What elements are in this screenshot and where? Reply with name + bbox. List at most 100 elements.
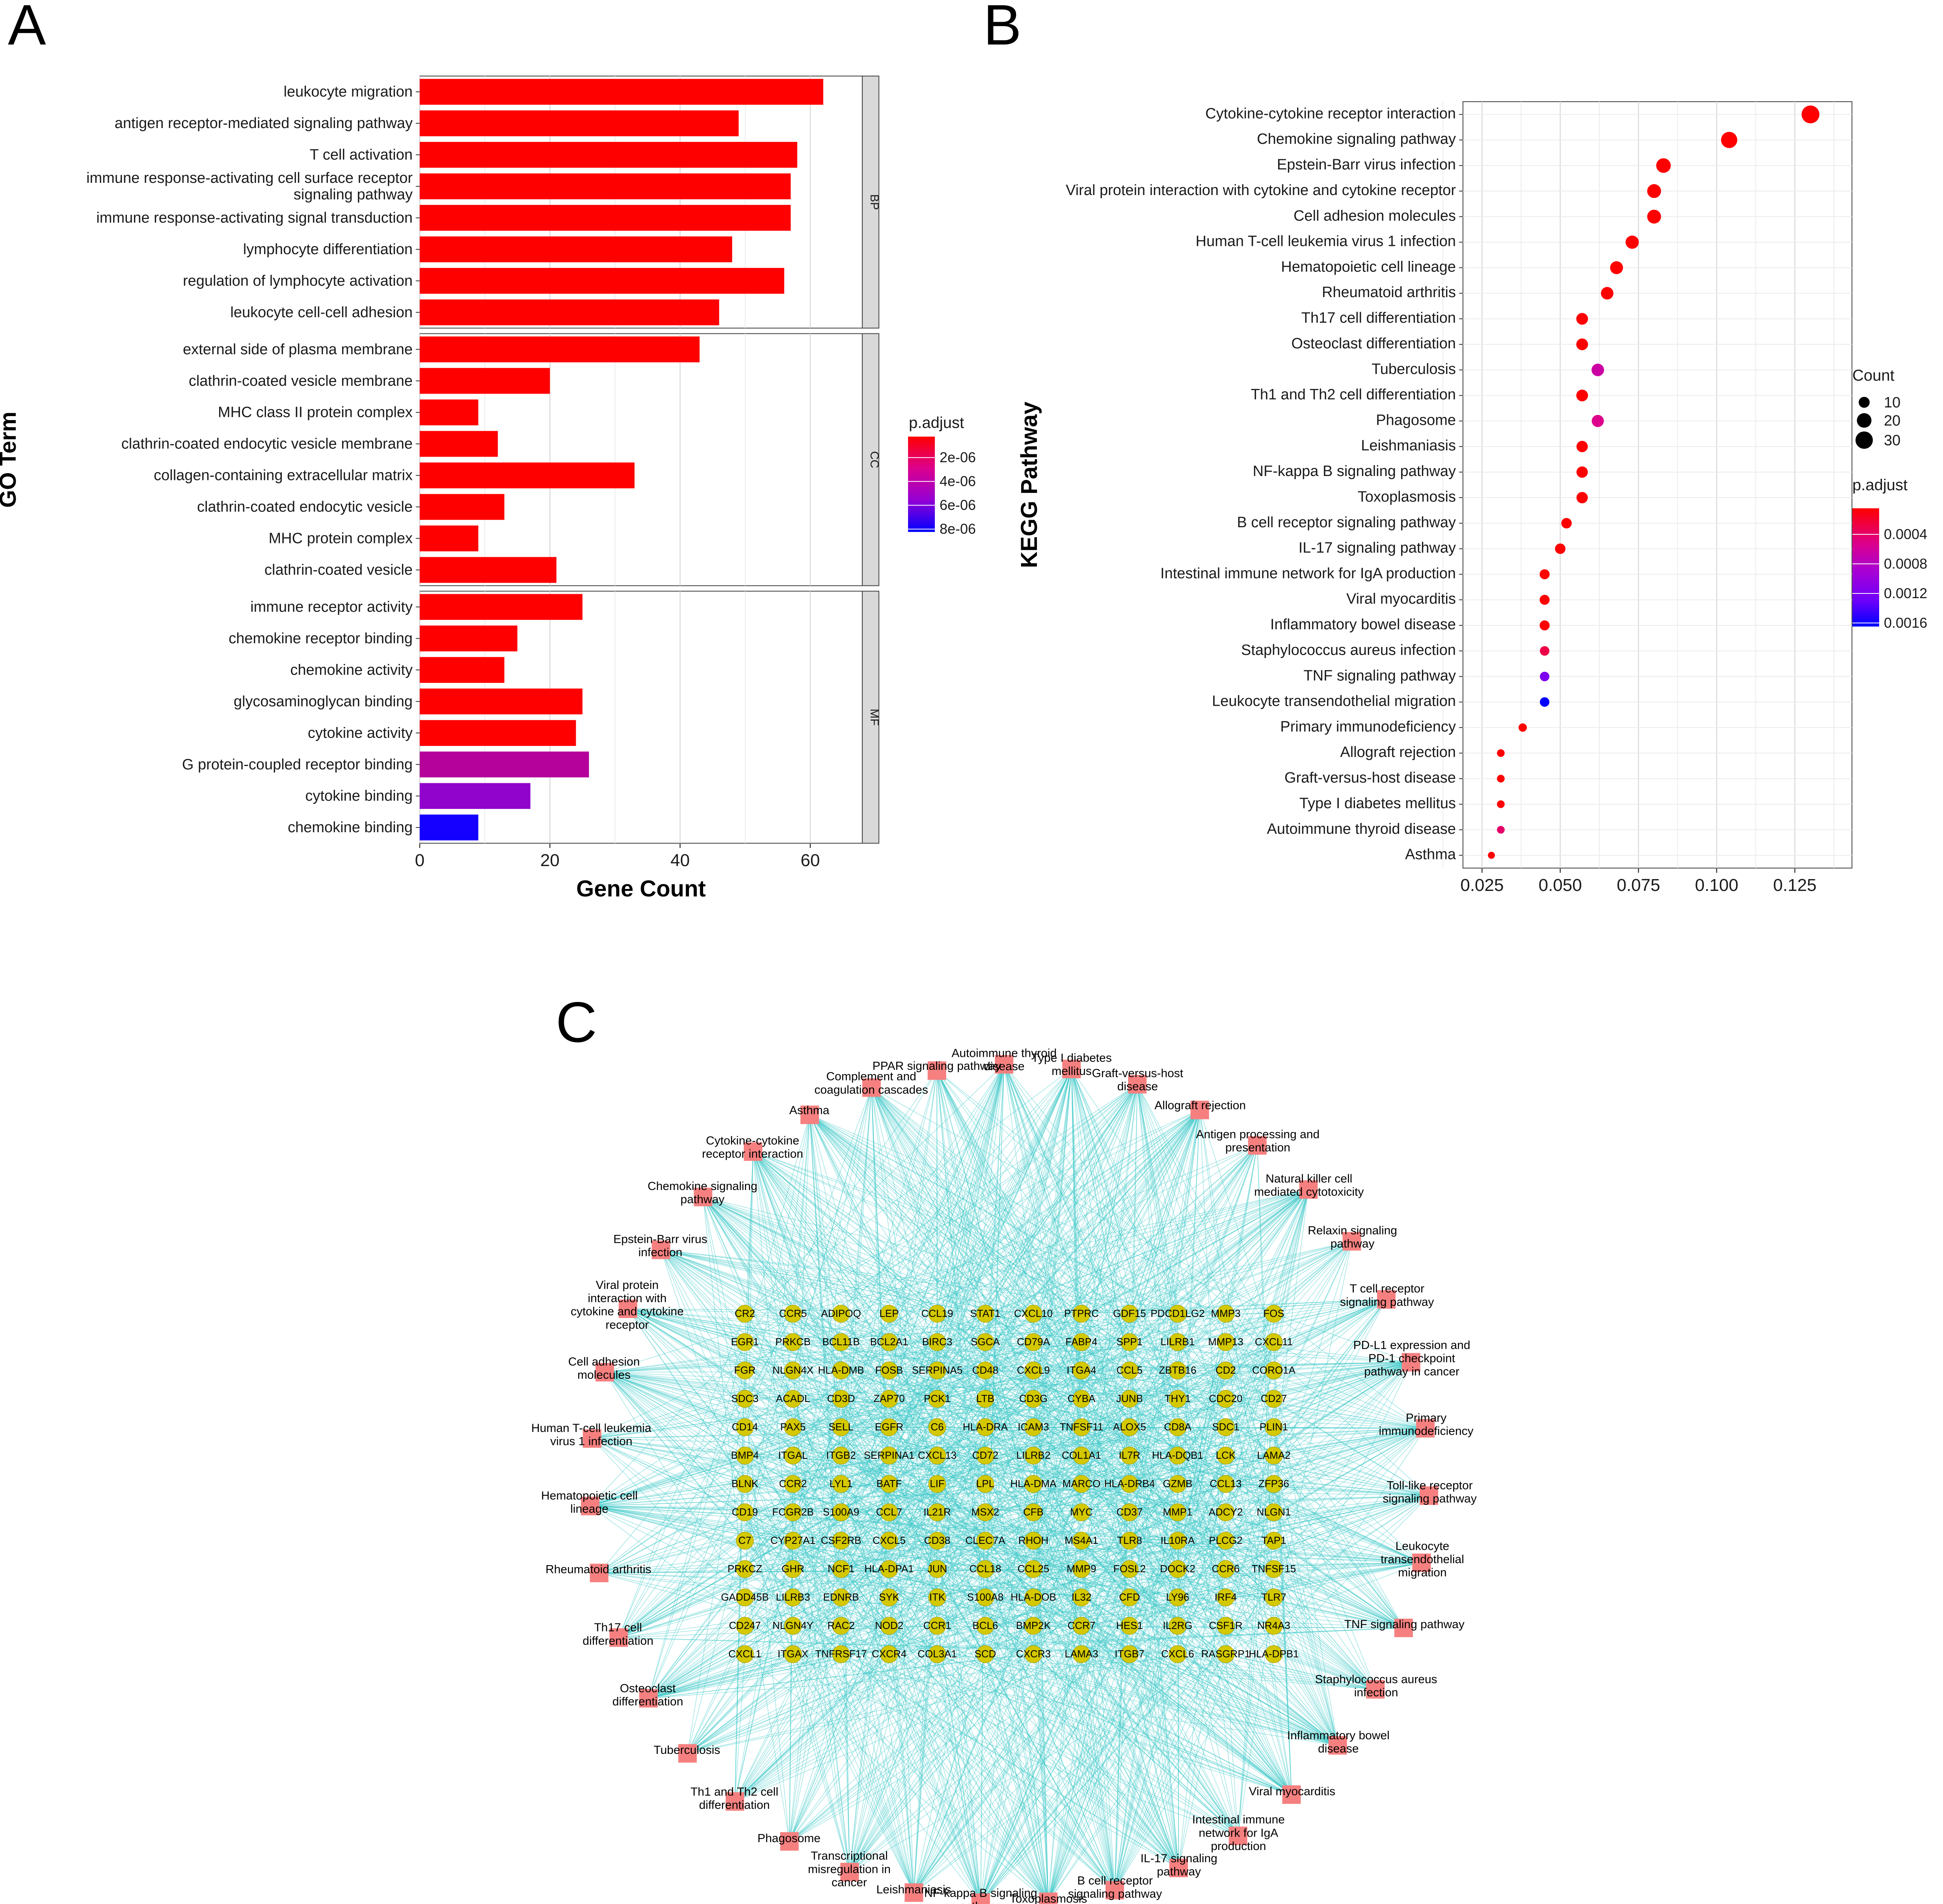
svg-text:BMP4: BMP4: [731, 1449, 759, 1461]
svg-text:ZBTB16: ZBTB16: [1159, 1364, 1196, 1376]
svg-text:SELL: SELL: [828, 1421, 854, 1433]
svg-text:HLA-DPA1: HLA-DPA1: [864, 1563, 914, 1575]
svg-text:cytokine activity: cytokine activity: [308, 725, 413, 741]
svg-text:SYK: SYK: [879, 1591, 900, 1603]
svg-text:CCL13: CCL13: [1210, 1478, 1242, 1489]
svg-text:CXCR3: CXCR3: [1016, 1648, 1051, 1660]
svg-text:p.adjust: p.adjust: [1852, 476, 1908, 494]
svg-text:LTB: LTB: [976, 1393, 994, 1404]
svg-text:SERPINA1: SERPINA1: [864, 1449, 915, 1461]
svg-text:Cytokine-cytokine: Cytokine-cytokine: [706, 1134, 799, 1147]
svg-text:IL-17 signaling: IL-17 signaling: [1141, 1852, 1217, 1865]
svg-text:clathrin-coated endocytic vesi: clathrin-coated endocytic vesicle: [197, 499, 413, 515]
svg-text:CCR7: CCR7: [1068, 1620, 1096, 1631]
svg-text:0.0016: 0.0016: [1884, 615, 1927, 631]
svg-text:Osteoclast: Osteoclast: [620, 1682, 676, 1695]
svg-text:molecules: molecules: [577, 1368, 631, 1382]
svg-text:Inflammatory bowel: Inflammatory bowel: [1287, 1729, 1390, 1742]
svg-text:immune receptor activity: immune receptor activity: [250, 599, 413, 615]
svg-text:TNFSF15: TNFSF15: [1252, 1563, 1296, 1575]
svg-text:CYBA: CYBA: [1068, 1393, 1096, 1404]
svg-text:KEGG Pathway: KEGG Pathway: [1016, 402, 1042, 568]
svg-text:coagulation cascades: coagulation cascades: [814, 1083, 928, 1096]
svg-text:Type I diabetes: Type I diabetes: [1031, 1051, 1111, 1064]
svg-text:disease: disease: [1318, 1742, 1359, 1755]
svg-text:pathway: pathway: [681, 1193, 725, 1206]
svg-text:SERPINA5: SERPINA5: [912, 1364, 963, 1376]
svg-text:Toll-like receptor: Toll-like receptor: [1387, 1479, 1472, 1492]
svg-text:NLGN4Y: NLGN4Y: [772, 1620, 813, 1631]
svg-text:MF: MF: [868, 709, 881, 726]
svg-text:RASGRP1: RASGRP1: [1201, 1648, 1250, 1660]
svg-text:chemokine activity: chemokine activity: [290, 662, 413, 678]
svg-text:Autoimmune thyroid disease: Autoimmune thyroid disease: [1267, 821, 1456, 837]
svg-text:FOSB: FOSB: [875, 1364, 903, 1376]
svg-text:LAMA2: LAMA2: [1257, 1449, 1290, 1461]
svg-text:Osteoclast differentiation: Osteoclast differentiation: [1291, 335, 1456, 352]
svg-text:GADD45B: GADD45B: [721, 1591, 769, 1603]
svg-text:LAMA3: LAMA3: [1065, 1648, 1098, 1660]
svg-text:BIRC3: BIRC3: [922, 1336, 953, 1348]
svg-text:receptor interaction: receptor interaction: [702, 1147, 803, 1160]
svg-text:Epstein-Barr virus: Epstein-Barr virus: [613, 1233, 707, 1246]
svg-text:CCR2: CCR2: [779, 1478, 807, 1489]
svg-text:GO Term: GO Term: [0, 412, 21, 508]
svg-text:MSX2: MSX2: [972, 1506, 999, 1518]
svg-text:DOCK2: DOCK2: [1160, 1563, 1195, 1575]
svg-text:Human T-cell leukemia: Human T-cell leukemia: [531, 1422, 651, 1435]
svg-text:0.0004: 0.0004: [1884, 526, 1927, 542]
svg-text:TAP1: TAP1: [1261, 1534, 1286, 1546]
svg-text:LY96: LY96: [1166, 1591, 1189, 1603]
svg-text:IL2RG: IL2RG: [1163, 1620, 1192, 1631]
svg-text:EGFR: EGFR: [875, 1421, 903, 1433]
svg-text:regulation of lymphocyte activ: regulation of lymphocyte activation: [183, 273, 413, 289]
svg-text:Leishmaniasis: Leishmaniasis: [1361, 437, 1456, 454]
svg-text:G protein-coupled receptor bin: G protein-coupled receptor binding: [182, 756, 413, 773]
svg-text:IL32: IL32: [1072, 1591, 1092, 1603]
svg-text:STAT1: STAT1: [970, 1307, 1000, 1319]
svg-text:MHC class II protein complex: MHC class II protein complex: [218, 404, 413, 421]
svg-text:EDNRB: EDNRB: [823, 1591, 859, 1603]
svg-text:Intestinal immune network for: Intestinal immune network for IgA produc…: [1160, 565, 1456, 582]
svg-text:LEP: LEP: [879, 1307, 899, 1319]
svg-text:CCL5: CCL5: [1117, 1364, 1143, 1376]
svg-text:CD14: CD14: [732, 1421, 758, 1433]
svg-text:Hematopoietic cell lineage: Hematopoietic cell lineage: [1281, 258, 1456, 275]
svg-text:leukocyte cell-cell adhesion: leukocyte cell-cell adhesion: [230, 304, 413, 321]
svg-text:60: 60: [800, 851, 820, 870]
svg-text:THY1: THY1: [1165, 1393, 1191, 1404]
svg-text:PPAR signaling pathway: PPAR signaling pathway: [873, 1060, 1001, 1073]
svg-text:interaction with: interaction with: [588, 1292, 666, 1305]
svg-text:SDC1: SDC1: [1212, 1421, 1239, 1433]
svg-text:CD38: CD38: [924, 1534, 950, 1546]
svg-text:C6: C6: [931, 1421, 944, 1433]
svg-text:BCL11B: BCL11B: [823, 1336, 860, 1348]
svg-text:PLCG2: PLCG2: [1209, 1534, 1242, 1546]
svg-text:production: production: [1211, 1840, 1266, 1853]
svg-text:CSF1R: CSF1R: [1209, 1620, 1242, 1631]
svg-text:CD247: CD247: [729, 1620, 761, 1631]
svg-text:HLA-DPB1: HLA-DPB1: [1249, 1648, 1299, 1660]
svg-text:Tuberculosis: Tuberculosis: [653, 1744, 720, 1757]
svg-text:ITGAL: ITGAL: [778, 1449, 808, 1461]
svg-text:CD72: CD72: [972, 1449, 998, 1461]
svg-text:Phagosome: Phagosome: [1376, 412, 1456, 428]
svg-text:20: 20: [540, 851, 560, 870]
svg-text:Staphylococcus aureus infectio: Staphylococcus aureus infection: [1241, 642, 1456, 658]
svg-text:0.025: 0.025: [1460, 876, 1504, 895]
svg-text:glycosaminoglycan binding: glycosaminoglycan binding: [234, 693, 413, 710]
svg-text:NLGN1: NLGN1: [1257, 1506, 1291, 1518]
svg-text:BATF: BATF: [877, 1478, 902, 1489]
svg-text:CLEC7A: CLEC7A: [965, 1534, 1005, 1546]
svg-text:CYP27A1: CYP27A1: [770, 1534, 815, 1546]
svg-text:Toxoplasmosis: Toxoplasmosis: [1358, 489, 1456, 505]
svg-text:Asthma: Asthma: [789, 1104, 830, 1117]
svg-text:CC: CC: [868, 451, 881, 468]
svg-text:FCGR2B: FCGR2B: [772, 1506, 813, 1518]
svg-text:CD27: CD27: [1261, 1393, 1287, 1404]
svg-text:HLA-DQB1: HLA-DQB1: [1152, 1449, 1203, 1461]
svg-text:Antigen processing and: Antigen processing and: [1196, 1128, 1320, 1141]
svg-text:Leukocyte: Leukocyte: [1396, 1540, 1450, 1553]
svg-text:LILRB2: LILRB2: [1016, 1449, 1051, 1461]
svg-text:disease: disease: [1117, 1080, 1158, 1093]
